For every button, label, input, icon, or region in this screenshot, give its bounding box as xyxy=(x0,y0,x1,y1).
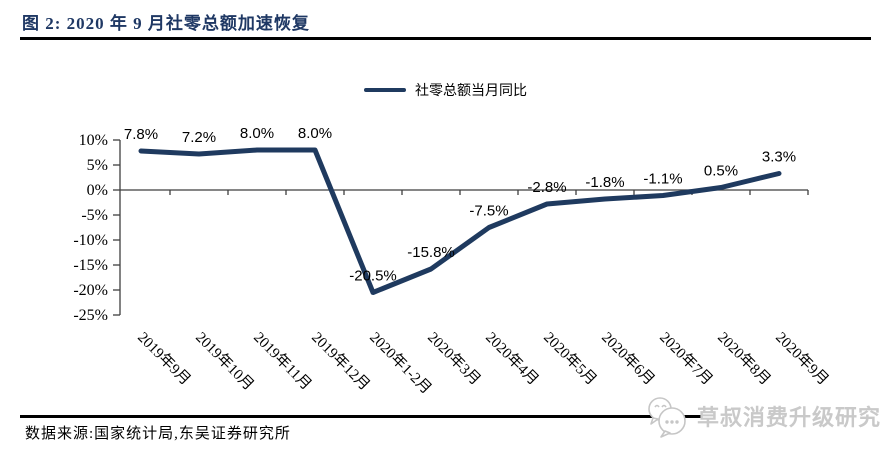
x-axis-label: 2019年11月 xyxy=(250,329,315,394)
y-axis-label: 0% xyxy=(87,182,108,199)
x-axis-label: 2020年1-2月 xyxy=(366,329,435,398)
data-label: 7.8% xyxy=(124,126,158,143)
data-label: -7.5% xyxy=(469,203,508,220)
x-axis-label: 2019年9月 xyxy=(134,329,194,389)
y-axis-label: -5% xyxy=(81,207,108,224)
data-label: 8.0% xyxy=(240,125,274,142)
legend-label: 社零总额当月同比 xyxy=(415,84,527,99)
y-axis-label: -15% xyxy=(73,257,108,274)
data-label: 8.0% xyxy=(298,125,332,142)
x-axis-label: 2020年3月 xyxy=(424,329,484,389)
data-source-note: 数据来源:国家统计局,东吴证券研究所 xyxy=(25,426,291,442)
x-axis-label: 2020年7月 xyxy=(656,329,716,389)
data-label: -2.8% xyxy=(527,179,566,196)
y-axis-label: 5% xyxy=(87,157,108,174)
x-axis-label: 2020年6月 xyxy=(598,329,658,389)
watermark-text: 草叔消费升级研究 xyxy=(697,405,882,430)
x-axis-label: 2019年12月 xyxy=(308,329,373,394)
data-label: -1.8% xyxy=(585,174,624,191)
chat-bubbles-icon xyxy=(648,397,686,438)
y-axis-label: 10% xyxy=(79,132,108,149)
data-label: -15.8% xyxy=(407,244,455,261)
y-axis-label: -10% xyxy=(73,232,108,249)
x-axis-label: 2020年4月 xyxy=(482,329,542,389)
x-axis-label: 2020年5月 xyxy=(540,329,600,389)
data-label: 0.5% xyxy=(704,163,738,180)
data-label: 3.3% xyxy=(762,149,796,166)
x-axis-label: 2019年10月 xyxy=(192,329,257,394)
y-axis-label: -25% xyxy=(73,307,108,324)
watermark: 草叔消费升级研究 xyxy=(641,394,881,438)
data-label: 7.2% xyxy=(182,129,216,146)
data-label: -1.1% xyxy=(643,171,682,188)
x-axis-label: 2020年8月 xyxy=(714,329,774,389)
chart-legend: 社零总额当月同比 xyxy=(0,80,891,100)
title-divider xyxy=(20,37,871,40)
y-axis-label: -20% xyxy=(73,282,108,299)
series-line xyxy=(138,147,782,295)
x-axis-label: 2020年9月 xyxy=(772,329,832,389)
figure-title: 图 2: 2020 年 9 月社零总额加速恢复 xyxy=(22,14,310,33)
data-label: -20.5% xyxy=(349,268,397,285)
footer-divider xyxy=(20,415,702,418)
legend-line-swatch xyxy=(364,88,406,92)
